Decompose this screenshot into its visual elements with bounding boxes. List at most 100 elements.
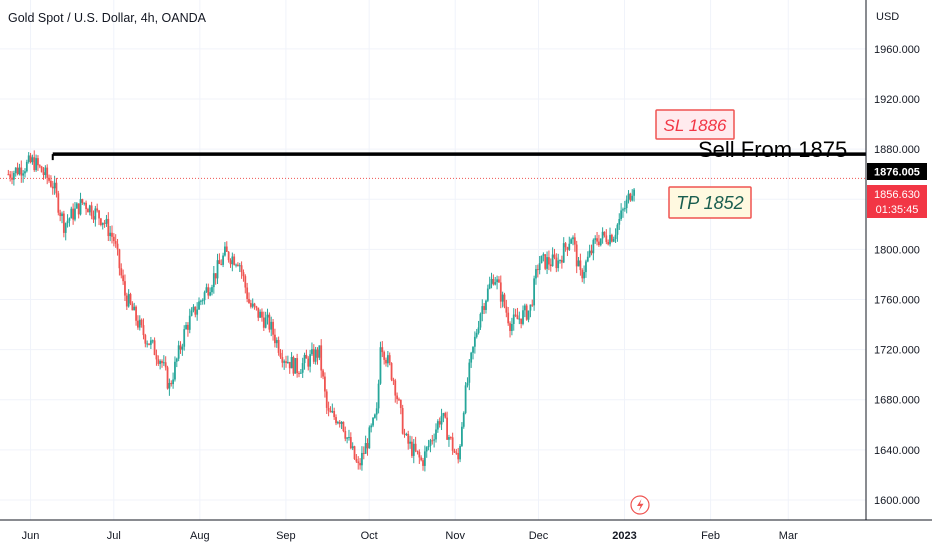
candle-body xyxy=(203,292,206,301)
candle-body xyxy=(375,408,378,415)
candle-body xyxy=(94,208,97,220)
candle-body xyxy=(324,376,326,392)
candle-body xyxy=(242,272,245,277)
candle-body xyxy=(55,182,58,194)
candle-body xyxy=(151,340,154,342)
candle-body xyxy=(59,212,62,217)
candle-body xyxy=(451,437,454,451)
candle-body xyxy=(557,260,560,269)
candle-body xyxy=(277,339,280,353)
candle-body xyxy=(53,182,56,189)
candle-body xyxy=(303,354,306,364)
candle-body xyxy=(473,336,476,347)
candle-body xyxy=(318,345,321,358)
candle-body xyxy=(198,301,200,310)
candle-body xyxy=(283,361,286,363)
candle-body xyxy=(272,321,274,335)
candle-body xyxy=(523,305,526,311)
candle-body xyxy=(288,361,291,369)
candle-body xyxy=(90,205,93,217)
candle-body xyxy=(560,260,563,263)
candle-body xyxy=(542,254,545,256)
candle-body xyxy=(42,172,45,176)
candle-body xyxy=(309,354,311,367)
candle-body xyxy=(220,263,223,265)
flash-icon[interactable] xyxy=(630,495,650,515)
candle-body xyxy=(340,421,343,424)
candle-body xyxy=(274,334,276,344)
x-tick-label: Jun xyxy=(22,530,40,542)
y-tick-label: 1880.000 xyxy=(874,144,920,156)
candle-body xyxy=(261,311,263,318)
horizontal-lines[interactable] xyxy=(0,152,866,179)
candle-body xyxy=(307,358,310,367)
candle-body xyxy=(592,239,595,254)
candle-body xyxy=(629,193,632,201)
candle-body xyxy=(194,306,197,315)
candle-body xyxy=(564,243,567,248)
current-price-tag[interactable]: 1856.630 01:35:45 xyxy=(867,185,927,218)
candle-body xyxy=(161,361,163,364)
candle-body xyxy=(120,268,123,276)
candle-body xyxy=(249,303,252,307)
candle-body xyxy=(609,234,611,245)
candle-body xyxy=(538,263,541,271)
candle-body xyxy=(129,294,132,304)
candle-body xyxy=(485,300,487,310)
candle-body xyxy=(573,237,576,245)
x-tick-label: Dec xyxy=(529,530,549,542)
candle-body xyxy=(427,445,430,448)
candle-body xyxy=(181,346,184,350)
candle-body xyxy=(153,340,156,355)
candle-body xyxy=(486,288,489,301)
candle-body xyxy=(131,303,134,311)
candle-body xyxy=(44,167,47,176)
candle-body xyxy=(468,362,471,383)
candle-body xyxy=(409,441,411,444)
candle-body xyxy=(183,329,186,347)
candle-body xyxy=(631,195,634,201)
candle-body xyxy=(540,255,543,264)
candle-body xyxy=(259,311,262,318)
candle-body xyxy=(394,380,397,396)
candle-body xyxy=(401,408,404,434)
candle-body xyxy=(357,461,360,464)
candle-body xyxy=(296,358,299,374)
candle-body xyxy=(146,343,149,345)
candle-body xyxy=(618,218,621,225)
candle-body xyxy=(79,199,82,215)
candle-body xyxy=(327,407,330,411)
candle-body xyxy=(7,174,10,176)
candle-body xyxy=(172,379,174,385)
candle-body xyxy=(603,231,606,236)
candle-body xyxy=(577,260,580,267)
candle-body xyxy=(383,352,386,360)
candle-body xyxy=(231,256,234,265)
candle-body xyxy=(37,158,39,166)
candle-body xyxy=(9,174,12,178)
candle-body xyxy=(331,411,334,413)
tp-annotation[interactable]: TP 1852 xyxy=(668,186,752,219)
candle-body xyxy=(238,265,241,267)
candle-body xyxy=(405,433,408,435)
candle-body xyxy=(240,265,243,273)
candle-body xyxy=(585,261,587,273)
candle-body xyxy=(429,440,432,446)
sl-annotation[interactable]: SL 1886 xyxy=(655,109,735,140)
candle-body xyxy=(594,238,597,240)
candle-body xyxy=(268,314,271,330)
candle-body xyxy=(27,155,30,162)
x-tick-label: Oct xyxy=(361,530,378,542)
candle-body xyxy=(601,231,604,239)
candle-body xyxy=(16,167,19,175)
candle-body xyxy=(623,208,626,210)
candle-body xyxy=(581,270,584,279)
line-price-tag[interactable]: 1876.005 xyxy=(867,163,927,180)
candle-body xyxy=(179,345,182,350)
candle-body xyxy=(48,177,50,181)
candle-body xyxy=(20,167,23,176)
axes: 1600.000 1640.000 1680.000 1720.000 1760.000… xyxy=(0,0,932,542)
candle-body xyxy=(212,273,215,288)
